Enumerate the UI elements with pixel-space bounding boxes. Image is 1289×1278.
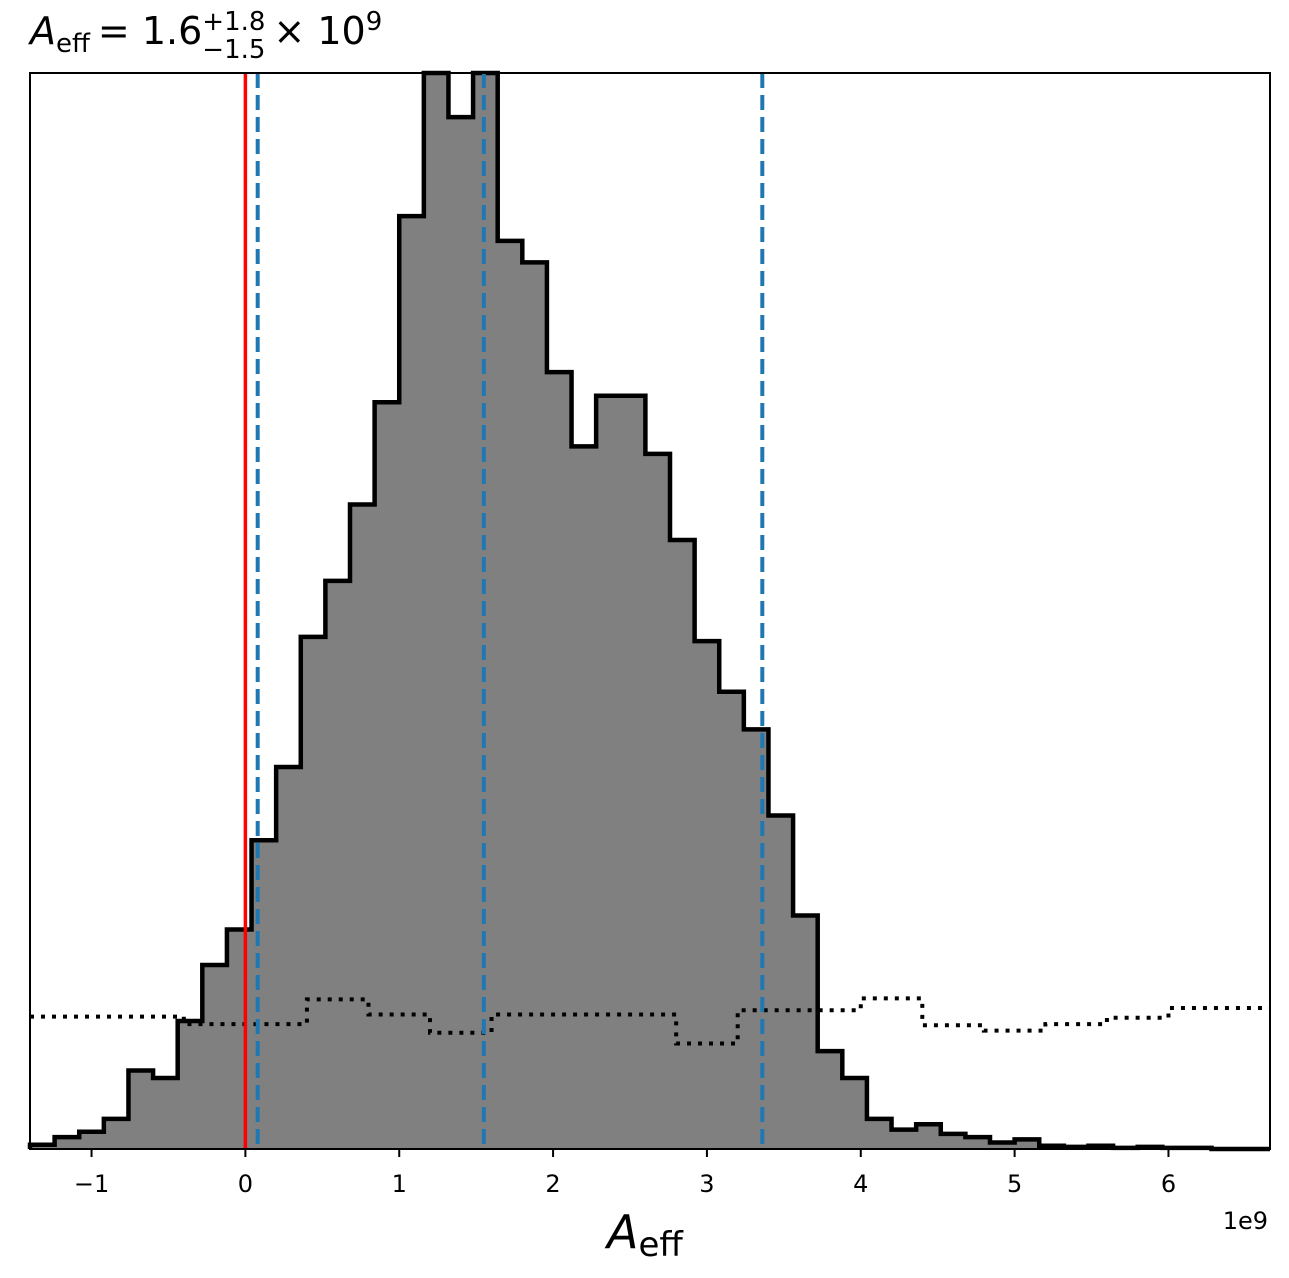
plot-area	[27, 70, 1270, 1152]
x-tick-label: 3	[699, 1170, 714, 1198]
posterior-bar	[842, 1077, 868, 1149]
posterior-bar	[177, 1020, 203, 1149]
posterior-bar	[571, 446, 597, 1149]
x-tick-label: 5	[1007, 1170, 1022, 1198]
posterior-bar	[670, 539, 696, 1149]
chart-title: Aeff = 1.6+1.8 −1.5 × 109	[27, 7, 382, 65]
posterior-bar	[990, 1142, 1016, 1149]
x-tick-label: 1	[392, 1170, 407, 1198]
posterior-bar	[866, 1118, 893, 1149]
posterior-bar	[374, 402, 400, 1150]
posterior-bar	[497, 240, 523, 1149]
x-axis-label: Aeff	[604, 1205, 684, 1265]
posterior-bar	[350, 504, 376, 1149]
posterior-bar	[399, 216, 425, 1149]
posterior-bar	[645, 453, 671, 1149]
posterior-bars	[30, 73, 1213, 1150]
posterior-bar	[522, 262, 548, 1150]
posterior-bar	[103, 1118, 129, 1149]
posterior-bar	[1014, 1139, 1040, 1149]
posterior-bar	[202, 965, 228, 1149]
posterior-bar	[448, 117, 474, 1150]
prior-dotted-line	[30, 996, 1270, 1046]
posterior-bar	[128, 1070, 154, 1149]
posterior-bar	[940, 1133, 966, 1149]
posterior-bar	[226, 929, 253, 1149]
posterior-bar	[325, 580, 351, 1149]
posterior-bar	[54, 1137, 80, 1149]
x-tick-label: 2	[545, 1170, 560, 1198]
posterior-bar	[546, 372, 573, 1149]
posterior-bar	[965, 1137, 991, 1149]
posterior-bar	[153, 1077, 179, 1149]
posterior-bar	[596, 395, 622, 1149]
posterior-bar	[251, 840, 277, 1149]
x-axis-ticks: −1 0 1 2 3 4 5 6	[74, 1149, 1176, 1198]
posterior-bar	[793, 915, 819, 1149]
posterior-bar	[891, 1129, 917, 1149]
posterior-bar	[719, 691, 745, 1149]
x-tick-label: 4	[853, 1170, 868, 1198]
axes-frame	[29, 72, 1271, 1150]
x-tick-label: −1	[74, 1170, 109, 1198]
posterior-bar	[423, 73, 449, 1149]
posterior-bar	[768, 815, 794, 1149]
posterior-bar	[817, 1051, 843, 1149]
x-tick-label: 6	[1161, 1170, 1176, 1198]
posterior-outline	[27, 70, 1270, 1152]
posterior-bar	[620, 395, 646, 1149]
x-offset-text: 1e9	[1223, 1207, 1268, 1235]
x-tick-label: 0	[238, 1170, 253, 1198]
posterior-bar	[300, 636, 326, 1149]
posterior-bar	[916, 1124, 942, 1149]
posterior-bar	[743, 729, 769, 1149]
posterior-bar	[276, 767, 302, 1149]
posterior-bar	[79, 1131, 105, 1149]
posterior-bar	[694, 641, 720, 1149]
